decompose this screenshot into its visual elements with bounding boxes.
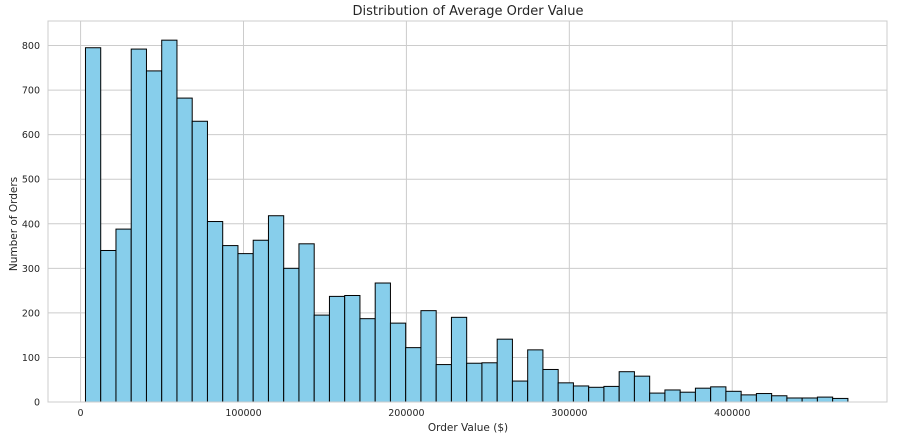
histogram-bar	[222, 245, 239, 403]
x-tick-label: 300000	[551, 408, 587, 419]
y-tick-labels: 0 100 200 300 400 500 600 700 800	[22, 41, 40, 408]
y-tick-label: 100	[22, 353, 40, 364]
y-tick-label: 700	[22, 86, 40, 97]
histogram-bar	[542, 368, 559, 403]
x-tick-labels: 0 100000 200000 300000 400000	[78, 408, 751, 419]
histogram-bar	[633, 375, 651, 403]
histogram-bar	[283, 267, 300, 403]
histogram-bar	[450, 316, 468, 403]
histogram-bar	[115, 228, 132, 403]
histogram-bar	[374, 282, 391, 403]
histogram-bar	[694, 387, 712, 403]
histogram-bar	[572, 385, 590, 403]
histogram-bar	[679, 391, 696, 403]
x-tick-label: 400000	[714, 408, 750, 419]
histogram-bar	[267, 215, 285, 403]
histogram-bar	[84, 47, 102, 403]
x-tick-label: 0	[78, 408, 84, 419]
histogram-bar	[466, 362, 483, 403]
histogram-bars	[84, 39, 849, 403]
histogram-bar	[191, 120, 208, 403]
histogram-bar	[771, 395, 788, 403]
histogram-bar	[344, 294, 361, 403]
histogram-bar	[588, 386, 605, 403]
histogram-bar	[710, 386, 727, 403]
plot-frame	[47, 20, 888, 403]
histogram-bar	[176, 97, 193, 403]
histogram-bar	[420, 310, 437, 403]
histogram-bar	[557, 382, 574, 403]
histogram-bar	[435, 364, 452, 403]
histogram-bar	[603, 385, 620, 403]
histogram-bar	[130, 48, 147, 403]
histogram-bar	[511, 380, 529, 403]
histogram-bar	[389, 322, 407, 403]
y-axis-label: Number of Orders	[8, 177, 20, 271]
y-tick-label: 600	[22, 130, 40, 141]
histogram-bar	[100, 249, 117, 403]
histogram-bar	[161, 39, 178, 403]
histogram-bar	[801, 397, 818, 403]
y-tick-label: 0	[34, 398, 40, 409]
x-axis-label: Order Value ($)	[428, 422, 508, 434]
histogram-bar	[740, 394, 757, 403]
histogram-bar	[755, 393, 773, 403]
y-tick-label: 200	[22, 308, 40, 319]
histogram-bar	[618, 371, 635, 403]
histogram-bar	[298, 243, 315, 403]
histogram-bar	[832, 397, 849, 403]
histogram-bar	[481, 362, 498, 403]
histogram-bar	[328, 295, 346, 403]
y-tick-label: 400	[22, 219, 40, 230]
x-tick-label: 100000	[225, 408, 261, 419]
histogram-bar	[527, 349, 544, 403]
histogram-bar	[816, 396, 834, 403]
y-tick-label: 500	[22, 175, 40, 186]
histogram-bar	[252, 239, 269, 403]
x-tick-label: 200000	[388, 408, 424, 419]
histogram-bar	[237, 253, 254, 403]
histogram-bar	[206, 221, 224, 403]
histogram-bar	[145, 70, 163, 403]
histogram-bar	[313, 314, 330, 403]
y-tick-label: 300	[22, 264, 40, 275]
histogram-bar	[649, 392, 666, 403]
y-tick-label: 800	[22, 41, 40, 52]
chart-title: Distribution of Average Order Value	[353, 4, 584, 19]
histogram-bar	[405, 347, 422, 403]
histogram-bar	[725, 390, 742, 403]
histogram-bar	[786, 397, 803, 403]
histogram-bar	[496, 338, 513, 403]
histogram-bar	[664, 389, 681, 403]
histogram-bar	[359, 318, 376, 403]
